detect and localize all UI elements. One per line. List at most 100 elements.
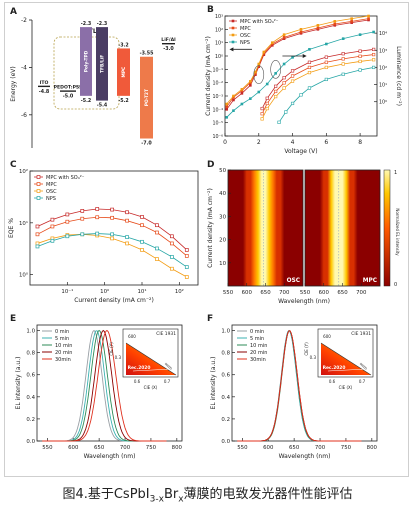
- e-cie-rec2020-line: [132, 368, 173, 372]
- a-level-name: PEDOT:PSS: [54, 85, 83, 91]
- f-spectrum-line: [237, 330, 362, 442]
- b-data-point: [350, 17, 353, 20]
- e-cie-top-tick: 600: [128, 334, 136, 339]
- c-data-point: [140, 223, 144, 228]
- b-y2-tick-label: 10⁴: [379, 31, 387, 37]
- f-cie-rec2020-line: [327, 368, 368, 372]
- d-x-tick-label: 700: [279, 290, 290, 296]
- panel-e-el-spectra: E 550 600 650 700 750 800 Wavelength (nm) 0.0 0.2…: [10, 314, 183, 460]
- c-legend-marker: [36, 196, 41, 200]
- b-x-axis-label: Voltage (V): [284, 148, 317, 155]
- e-y-axis-label: EL intensity (a.u.): [15, 357, 22, 410]
- c-data-point: [110, 215, 114, 220]
- b-arrow-right-head: [302, 54, 307, 58]
- c-x-tick-label: 10¹: [137, 288, 146, 295]
- b-data-point: [262, 50, 266, 54]
- a-level-value: -5.2: [118, 98, 129, 104]
- b-data-point: [307, 60, 312, 64]
- panel-letter-a: A: [10, 7, 17, 17]
- f-plot-frame: [231, 324, 378, 442]
- c-y-tick-label: 10⁰: [19, 272, 28, 279]
- c-x-tick-label: 10²: [175, 288, 184, 295]
- c-legend-marker: [36, 182, 41, 186]
- b-data-point: [316, 28, 320, 31]
- c-data-point: [155, 246, 159, 251]
- figure-canvas: A -2 -4 -6 Energy (eV) HTLs ITO -4.8 PEDOT:PSS -5…: [8, 5, 402, 460]
- d-x-tick-label: 600: [319, 290, 330, 296]
- c-data-point: [35, 244, 40, 249]
- f-legend-label: 10 min: [250, 343, 267, 349]
- b-data-point: [257, 62, 261, 66]
- b-data-point: [254, 73, 257, 76]
- panel-letter-c: C: [10, 160, 17, 170]
- c-data-point: [50, 217, 55, 222]
- b-data-point: [358, 49, 362, 53]
- a-y-tick-label: -2: [21, 17, 27, 24]
- f-cie-y-tick: 0.3: [310, 355, 317, 360]
- f-x-tick-label: 600: [263, 445, 274, 451]
- b-data-point: [358, 33, 362, 36]
- e-x-axis-label: Wavelength (nm): [84, 453, 136, 460]
- b-data-point: [225, 116, 228, 119]
- d-y-tick-label: 30: [219, 214, 226, 220]
- b-data-point: [324, 77, 328, 82]
- d-colorbar: [383, 169, 391, 287]
- f-x-axis-label: Wavelength (nm): [279, 453, 331, 460]
- f-x-tick-label: 650: [289, 445, 300, 451]
- b-data-point: [299, 28, 303, 31]
- b-data-point: [282, 81, 286, 85]
- b-data-point: [265, 82, 269, 86]
- c-data-point: [184, 254, 189, 258]
- e-legend-label: 20 min: [55, 350, 72, 356]
- c-legend-label: NPS: [46, 196, 56, 202]
- c-data-point: [95, 215, 100, 220]
- d-x-axis-label: Wavelength (nm): [278, 298, 330, 305]
- a-level-bar: [80, 27, 92, 96]
- b-y-tick-label: 10⁻³: [212, 94, 223, 100]
- b-y-tick-label: 10⁻⁵: [212, 121, 223, 127]
- b-data-point: [316, 26, 320, 30]
- b-data-point: [372, 52, 376, 57]
- c-data-point: [110, 232, 114, 237]
- b-data-point: [240, 89, 244, 92]
- b-data-point: [232, 109, 235, 112]
- d-y-axis-label: Current density (mA cm⁻²): [207, 188, 214, 268]
- b-data-point: [274, 94, 278, 99]
- b-data-point: [270, 42, 274, 46]
- b-y-tick-label: 10³: [215, 14, 223, 20]
- b-data-point: [307, 86, 312, 90]
- c-data-point: [50, 224, 55, 229]
- b-data-point: [372, 65, 376, 70]
- e-y-tick-label: 0.0: [26, 439, 35, 445]
- b-x-tick-label: 0: [223, 139, 227, 146]
- b-data-point: [290, 79, 295, 83]
- a-level-name: MPC: [121, 67, 127, 78]
- caption-mid: Br: [163, 487, 179, 502]
- b-data-point: [372, 47, 376, 52]
- a-y-axis-label: Energy (eV): [10, 66, 17, 101]
- c-legend-label: MPC: [46, 182, 57, 188]
- e-x-tick-label: 750: [146, 445, 157, 451]
- a-level-bar: [140, 56, 153, 139]
- b-data-point: [307, 65, 312, 70]
- c-data-point: [50, 238, 55, 243]
- b-data-point: [274, 84, 278, 88]
- f-cie-label: CIE 1931: [351, 331, 371, 337]
- f-cie-point: [364, 367, 367, 370]
- b-data-point: [249, 97, 252, 100]
- f-cie-top-tick: 600: [323, 334, 331, 339]
- b-data-point: [341, 62, 345, 66]
- c-data-point: [125, 210, 129, 215]
- c-data-point: [110, 207, 114, 212]
- b-data-point: [277, 120, 281, 124]
- a-level-name: TFB/LiF: [100, 55, 106, 73]
- b-y-tick-label: 10⁻²: [212, 81, 223, 87]
- a-level-value: -5.2: [81, 98, 92, 104]
- panel-letter-b: B: [207, 5, 214, 15]
- c-data-point: [110, 236, 114, 241]
- b-data-point: [282, 62, 286, 66]
- b-legend-marker: [231, 33, 235, 37]
- panel-f-el-spectra: F 550 600 650 700 750 800 Wavelength (nm) 0.0 0.2…: [207, 314, 378, 460]
- a-level-value: -2.3: [81, 21, 92, 27]
- c-data-point: [65, 219, 70, 224]
